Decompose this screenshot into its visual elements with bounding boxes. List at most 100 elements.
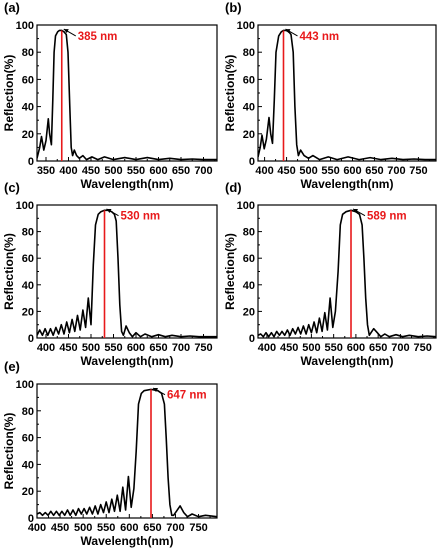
y-tick-label: 40	[22, 459, 34, 471]
plot-frame	[257, 24, 437, 162]
y-axis-label: Reflection(%)	[2, 55, 16, 132]
y-axis-label: Reflection(%)	[223, 233, 237, 310]
x-tick-label: 400	[255, 165, 273, 177]
x-tick-label: 700	[194, 165, 212, 177]
plot-frame	[257, 204, 437, 339]
y-tick-label: 0	[249, 333, 255, 345]
y-tick-label: 40	[22, 280, 34, 292]
x-tick-label: 650	[172, 165, 190, 177]
chart-panel-1: (a) 0 20 40 60 80 100 350 400 450 500 550 600 650 700 W…	[2, 0, 218, 191]
x-tick-label: 550	[321, 165, 339, 177]
y-tick-label: 40	[243, 280, 255, 292]
y-tick-label: 20	[243, 129, 255, 141]
x-axis-label: Wavelength(nm)	[81, 354, 174, 368]
y-tick-label: 20	[22, 486, 34, 498]
x-tick-label: 500	[302, 342, 320, 354]
y-tick-label: 100	[16, 20, 34, 32]
y-tick-label: 100	[237, 200, 255, 212]
y-tick-label: 40	[243, 102, 255, 114]
chart-panel-4: (d) 0 20 40 60 80 100 400 450 500 550 600 650 700 750 W…	[223, 180, 437, 368]
reflection-curve	[37, 29, 217, 161]
x-tick-label: 400	[59, 165, 77, 177]
x-tick-label: 750	[194, 342, 212, 354]
x-tick-label: 550	[324, 342, 342, 354]
reflection-curve	[37, 209, 217, 338]
peak-label: 530 nm	[121, 211, 161, 223]
peak-label: 385 nm	[78, 31, 118, 43]
x-tick-label: 450	[280, 342, 298, 354]
peak-arrow-head	[353, 208, 359, 213]
x-tick-label: 500	[82, 342, 100, 354]
reflection-curve	[258, 29, 436, 161]
y-tick-label: 80	[243, 47, 255, 59]
x-tick-label: 400	[258, 342, 276, 354]
x-tick-label: 450	[51, 522, 69, 534]
y-tick-label: 20	[243, 306, 255, 318]
y-tick-label: 80	[22, 227, 34, 239]
y-tick-label: 20	[22, 129, 34, 141]
x-tick-label: 400	[37, 342, 55, 354]
peak-arrow-head	[106, 208, 112, 213]
peak-arrow-head	[285, 29, 291, 34]
x-tick-label: 400	[28, 522, 46, 534]
chart-panel-3: (c) 0 20 40 60 80 100 400 450 500 550 600 650 700 750 W…	[2, 180, 218, 368]
x-tick-label: 750	[413, 342, 431, 354]
x-axis-label: Wavelength(nm)	[301, 354, 394, 368]
y-tick-label: 100	[237, 20, 255, 32]
x-axis-label: Wavelength(nm)	[301, 177, 394, 191]
peak-label: 443 nm	[299, 31, 339, 43]
panel-label: (d)	[225, 180, 242, 195]
x-tick-label: 750	[189, 522, 207, 534]
panel-label: (c)	[4, 180, 20, 195]
x-tick-label: 600	[127, 342, 145, 354]
y-tick-label: 60	[243, 253, 255, 265]
y-tick-label: 0	[28, 333, 34, 345]
y-tick-label: 80	[22, 406, 34, 418]
y-tick-label: 0	[249, 156, 255, 168]
peak-label: 647 nm	[167, 390, 207, 402]
x-tick-label: 550	[97, 522, 115, 534]
y-tick-label: 100	[16, 379, 34, 391]
chart-panel-5: (e) 0 20 40 60 80 100 400 450 500 550 600 650 700 750 W…	[2, 359, 218, 548]
reflection-curve	[37, 388, 217, 518]
x-tick-label: 450	[59, 342, 77, 354]
y-tick-label: 0	[28, 513, 34, 525]
x-tick-label: 450	[82, 165, 100, 177]
x-tick-label: 550	[104, 342, 122, 354]
x-tick-label: 750	[409, 165, 427, 177]
reflection-curve	[258, 209, 436, 338]
x-tick-label: 700	[387, 165, 405, 177]
x-tick-label: 550	[127, 165, 145, 177]
panel-label: (a)	[4, 0, 20, 15]
y-tick-label: 0	[28, 156, 34, 168]
y-tick-label: 80	[22, 47, 34, 59]
panel-label: (e)	[4, 359, 20, 374]
panel-label: (b)	[225, 0, 242, 15]
x-axis-label: Wavelength(nm)	[81, 534, 174, 548]
x-tick-label: 700	[391, 342, 409, 354]
x-axis-label: Wavelength(nm)	[81, 177, 174, 191]
chart-panel-2: (b) 0 20 40 60 80 100 400 450 500 550 600 650 700 750 W…	[223, 0, 437, 191]
x-tick-label: 500	[299, 165, 317, 177]
y-axis-label: Reflection(%)	[2, 233, 16, 310]
y-tick-label: 20	[22, 306, 34, 318]
y-axis-label: Reflection(%)	[223, 55, 237, 132]
y-axis-label: Reflection(%)	[2, 413, 16, 490]
peak-label: 589 nm	[367, 211, 407, 223]
plot-frame	[36, 24, 218, 162]
x-tick-label: 600	[347, 342, 365, 354]
x-tick-label: 450	[277, 165, 295, 177]
y-tick-label: 60	[243, 74, 255, 86]
peak-arrow-head	[63, 29, 69, 34]
x-tick-label: 650	[365, 165, 383, 177]
y-tick-label: 60	[22, 253, 34, 265]
x-tick-label: 600	[120, 522, 138, 534]
x-tick-label: 650	[149, 342, 167, 354]
peak-arrow-head	[153, 388, 158, 393]
x-tick-label: 600	[343, 165, 361, 177]
x-tick-label: 600	[149, 165, 167, 177]
x-tick-label: 500	[104, 165, 122, 177]
x-tick-label: 650	[369, 342, 387, 354]
x-tick-label: 700	[166, 522, 184, 534]
